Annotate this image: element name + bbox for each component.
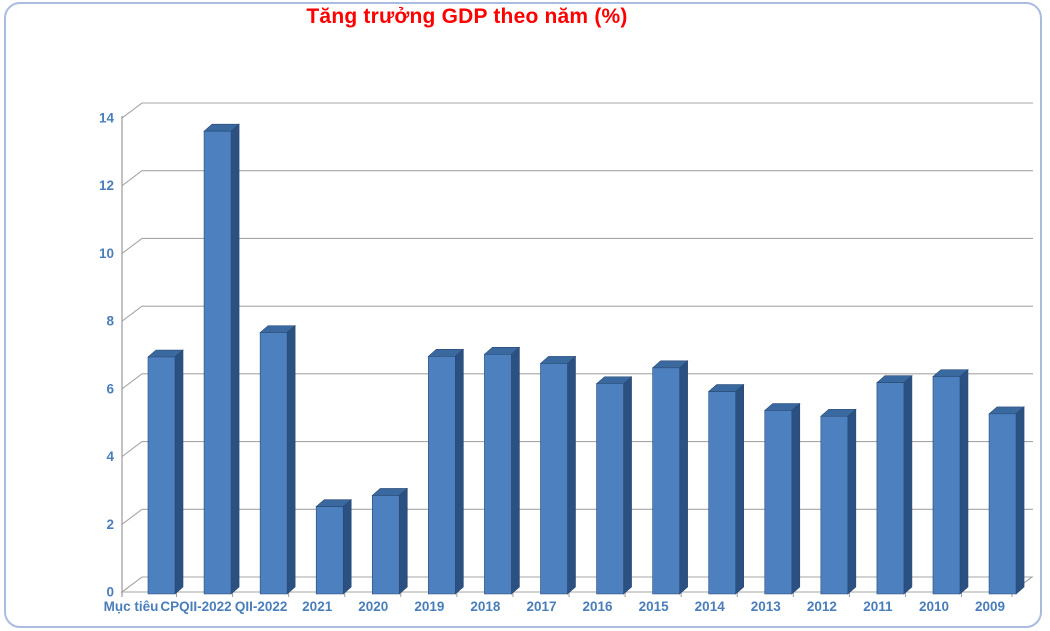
bar-face: [876, 382, 905, 595]
x-axis-label: 2010: [919, 599, 949, 614]
bar-face: [147, 356, 176, 595]
gridline: [121, 373, 1033, 390]
bar-face: [511, 346, 520, 595]
bar-2009[interactable]: [988, 406, 1025, 595]
bar-face: [652, 367, 680, 595]
x-axis-label: 2020: [358, 599, 388, 614]
bar-2018[interactable]: [483, 346, 521, 595]
x-axis-label: 2019: [414, 599, 444, 614]
bar-face: [371, 495, 400, 595]
bar-face: [764, 410, 793, 595]
bar-2016[interactable]: [595, 376, 633, 595]
x-axis-label: 2017: [526, 599, 556, 614]
bar-2021[interactable]: [315, 498, 353, 595]
y-axis-label: 4: [106, 449, 114, 464]
bar-face: [455, 348, 464, 595]
bar-QII-2022[interactable]: [259, 324, 296, 595]
x-axis-label: 2012: [807, 599, 837, 614]
bar-face: [259, 332, 288, 595]
bar-face: [540, 363, 568, 595]
x-axis-label: 2018: [470, 599, 501, 614]
bar-2019[interactable]: [427, 348, 465, 595]
y-axis-label: 0: [106, 585, 114, 600]
bar-face: [174, 349, 184, 595]
bar-face: [230, 123, 240, 595]
gridline: [121, 102, 1033, 119]
gridline: [121, 237, 1033, 254]
x-axis-label: 2014: [695, 599, 726, 614]
y-axis-label: 8: [106, 314, 114, 329]
bar-face: [988, 413, 1017, 595]
bar-CPQII-2022[interactable]: [203, 123, 240, 595]
gridline: [121, 305, 1033, 322]
x-axis-label: 2011: [863, 599, 893, 614]
bar-face: [315, 506, 344, 595]
x-axis-label: Mục tiêu: [104, 599, 159, 614]
bar-face: [679, 360, 688, 595]
chart-title: Tăng trưởng GDP theo năm (%): [306, 5, 628, 28]
y-axis-label: 6: [106, 381, 114, 396]
y-axis-label: 14: [99, 111, 115, 126]
gridline: [121, 170, 1033, 187]
x-axis-label: 2021: [302, 599, 333, 614]
bar-face: [1015, 406, 1025, 595]
bar-face: [567, 355, 576, 595]
bar-2017[interactable]: [539, 355, 577, 595]
bar-Mục tiêu[interactable]: [147, 349, 184, 595]
bar-face: [203, 130, 232, 595]
y-axis-label: 2: [106, 517, 114, 532]
bar-face: [932, 376, 961, 595]
bar-face: [903, 375, 913, 595]
bar-face: [342, 498, 352, 595]
bar-2011[interactable]: [876, 375, 913, 595]
bar-2020[interactable]: [371, 487, 409, 595]
bar-2014[interactable]: [707, 383, 745, 595]
bar-face: [708, 391, 737, 595]
bar-face: [959, 368, 969, 595]
bar-face: [791, 402, 801, 595]
bar-face: [484, 353, 512, 595]
bar-face: [596, 383, 624, 595]
bar-face: [428, 356, 456, 595]
x-axis-label: CPQII-2022: [160, 599, 231, 614]
bar-face: [820, 415, 849, 595]
bar-face: [398, 487, 408, 595]
x-axis-label: 2009: [975, 599, 1005, 614]
bar-2015[interactable]: [651, 360, 689, 595]
x-axis-label: 2016: [583, 599, 614, 614]
bar-2013[interactable]: [763, 402, 801, 595]
bar-face: [623, 376, 632, 595]
bar-face: [735, 383, 745, 595]
x-axis-label: 2013: [751, 599, 782, 614]
y-axis-label: 10: [99, 246, 114, 261]
bar-2010[interactable]: [932, 368, 969, 595]
bar-face: [847, 408, 857, 595]
x-axis-label: QII-2022: [235, 599, 288, 614]
bar-2012[interactable]: [820, 408, 857, 595]
bar-face: [286, 324, 296, 595]
x-axis-label: 2015: [639, 599, 670, 614]
y-axis-label: 12: [99, 178, 114, 193]
